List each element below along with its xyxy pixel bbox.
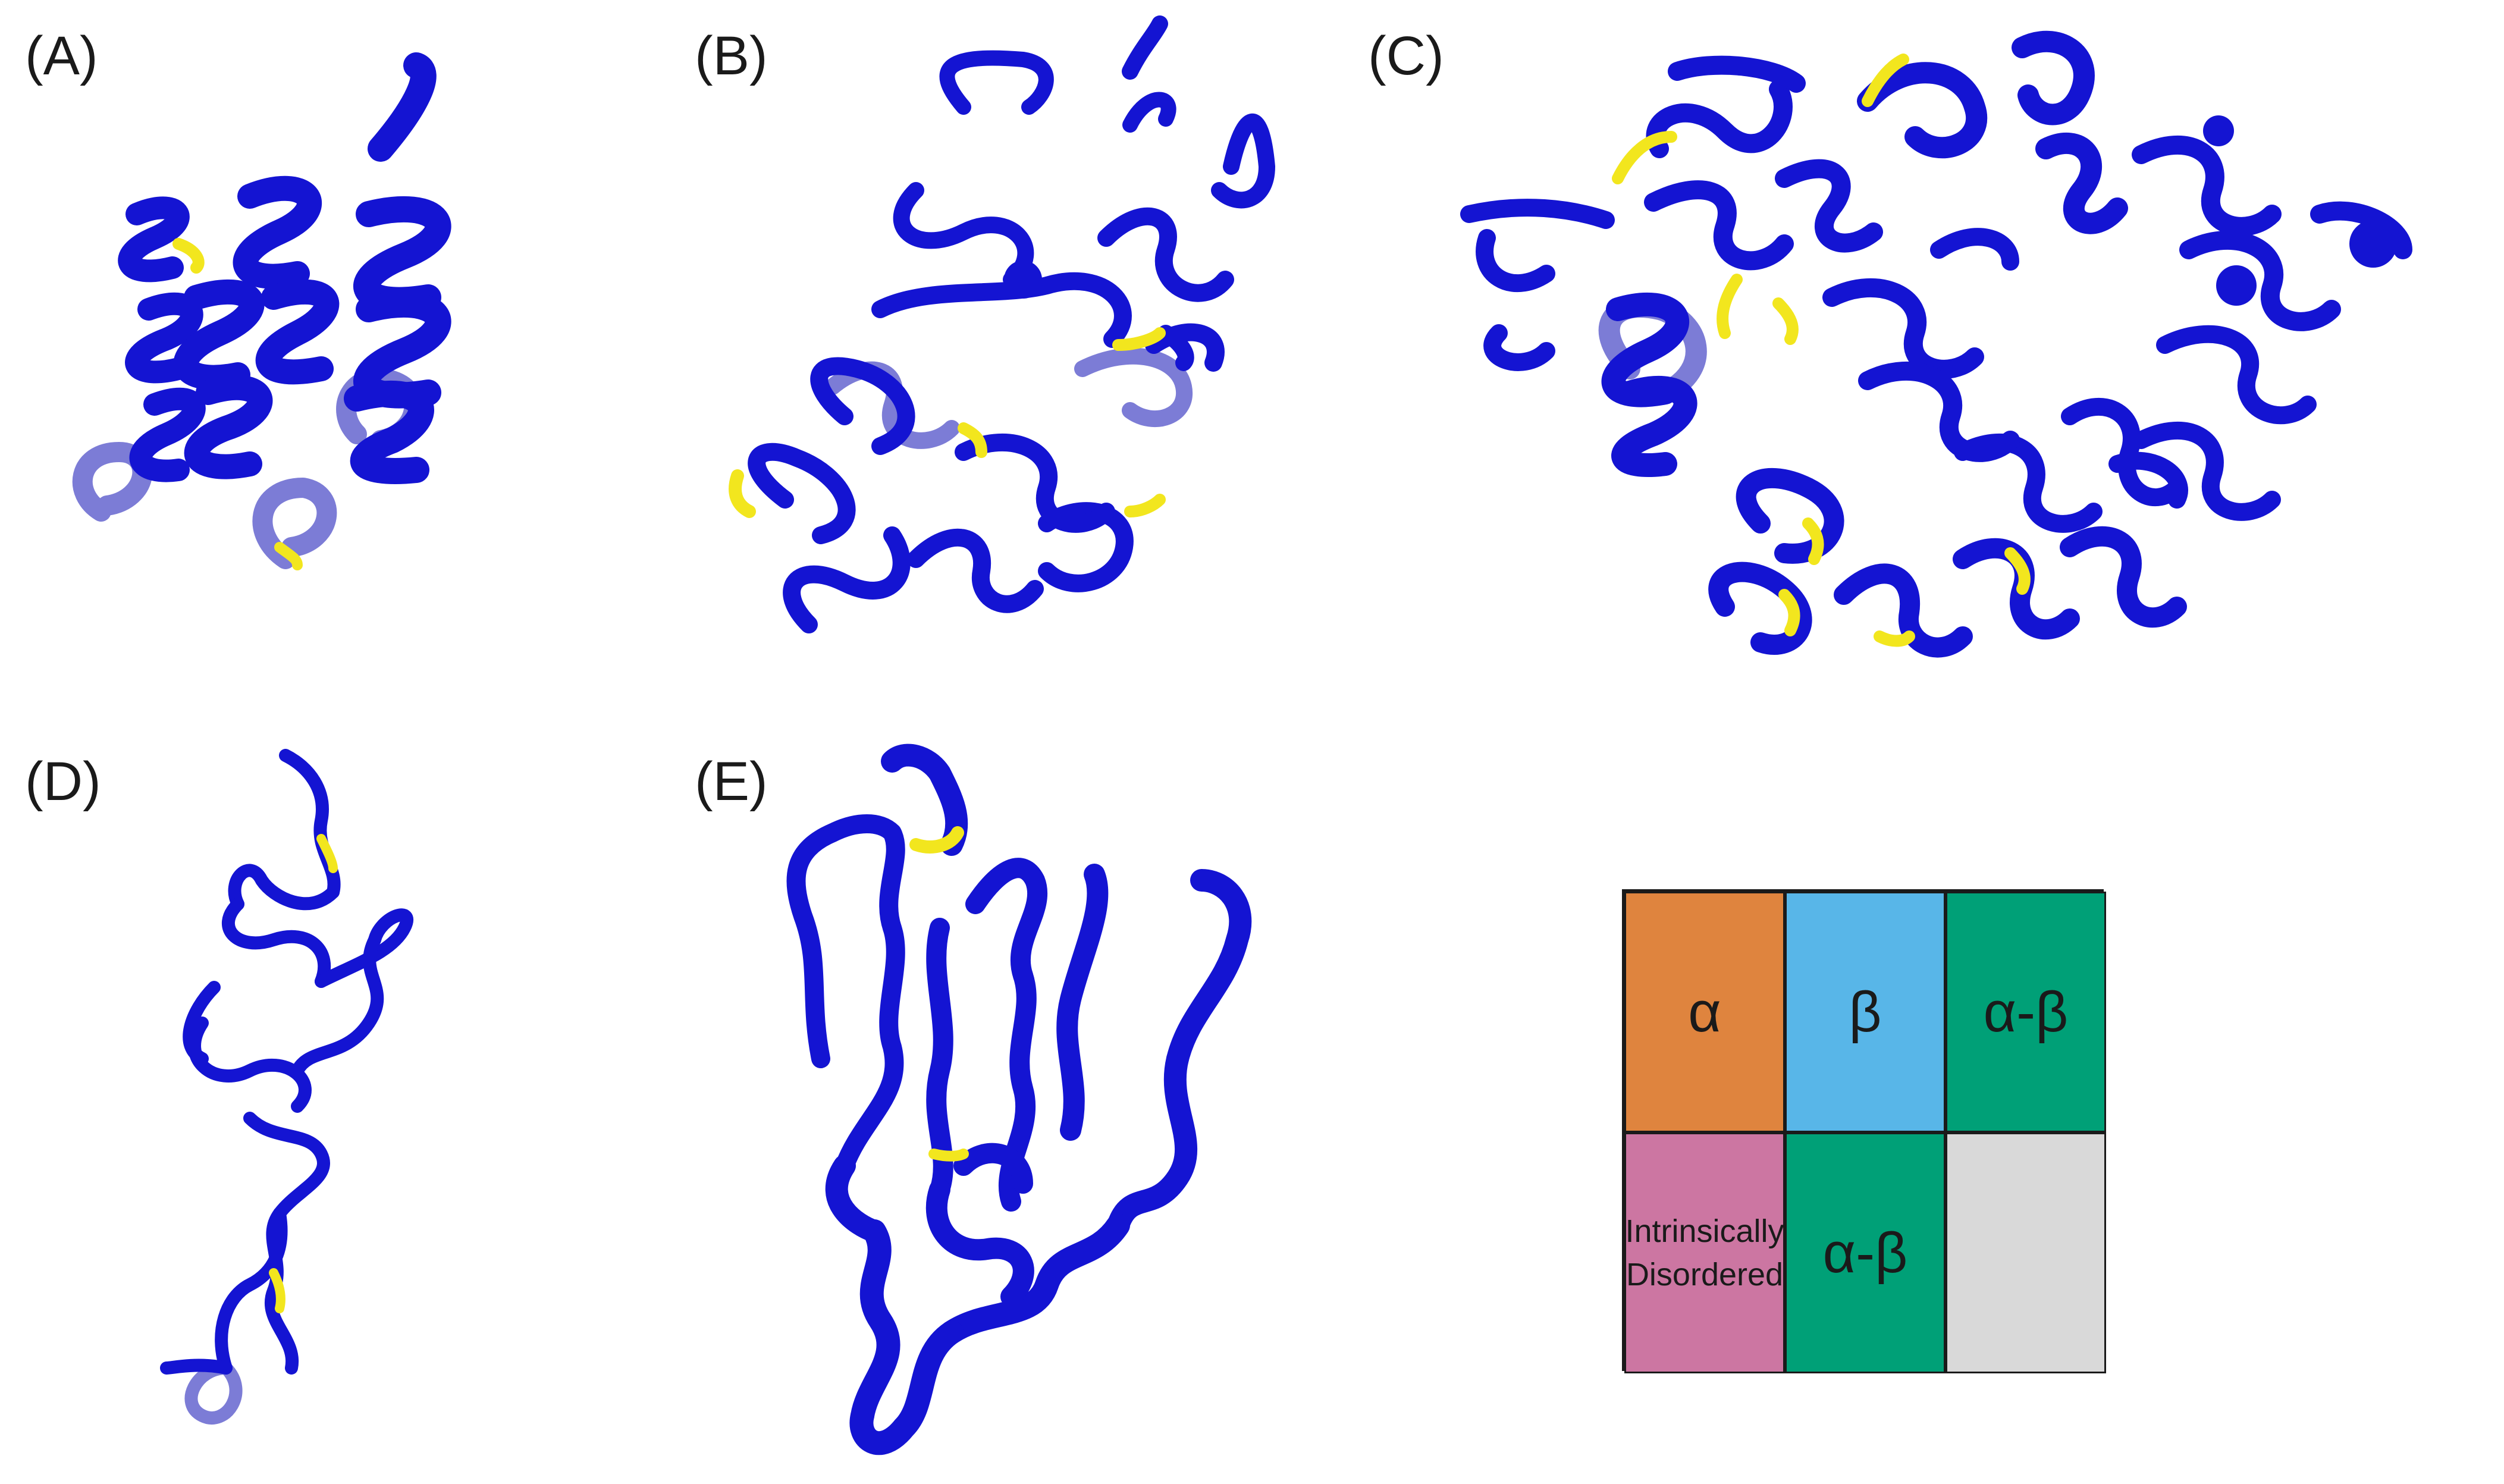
panel-label-e: (E) (695, 751, 768, 812)
protein-structure-a (72, 52, 451, 570)
legend-cell-beta: β (1785, 892, 1946, 1132)
fold-class-legend: α β α-β Intrinsically Disordered α-β (1622, 889, 2106, 1373)
panel-label-a: (A) (25, 26, 98, 86)
legend-cell-intrinsically-disordered: Intrinsically Disordered (1624, 1132, 1785, 1373)
protein-structure-b (729, 15, 1275, 633)
helix-a4 (344, 52, 451, 484)
protein-structure-d (160, 749, 413, 1425)
panel-label-d: (D) (25, 751, 101, 812)
legend-cell-alpha: α (1624, 892, 1785, 1132)
legend-cell-empty (1946, 1132, 2106, 1373)
protein-structure-c (1460, 30, 2412, 658)
panel-label-c: (C) (1368, 26, 1444, 86)
helix-a1 (118, 196, 206, 482)
helix-a2 (173, 279, 273, 479)
legend-cell-alpha-beta-2: α-β (1785, 1132, 1946, 1373)
helix-a3 (233, 175, 340, 385)
panel-label-b: (B) (695, 26, 768, 86)
legend-cell-alpha-beta: α-β (1946, 892, 2106, 1132)
protein-structure-e (786, 743, 1252, 1455)
